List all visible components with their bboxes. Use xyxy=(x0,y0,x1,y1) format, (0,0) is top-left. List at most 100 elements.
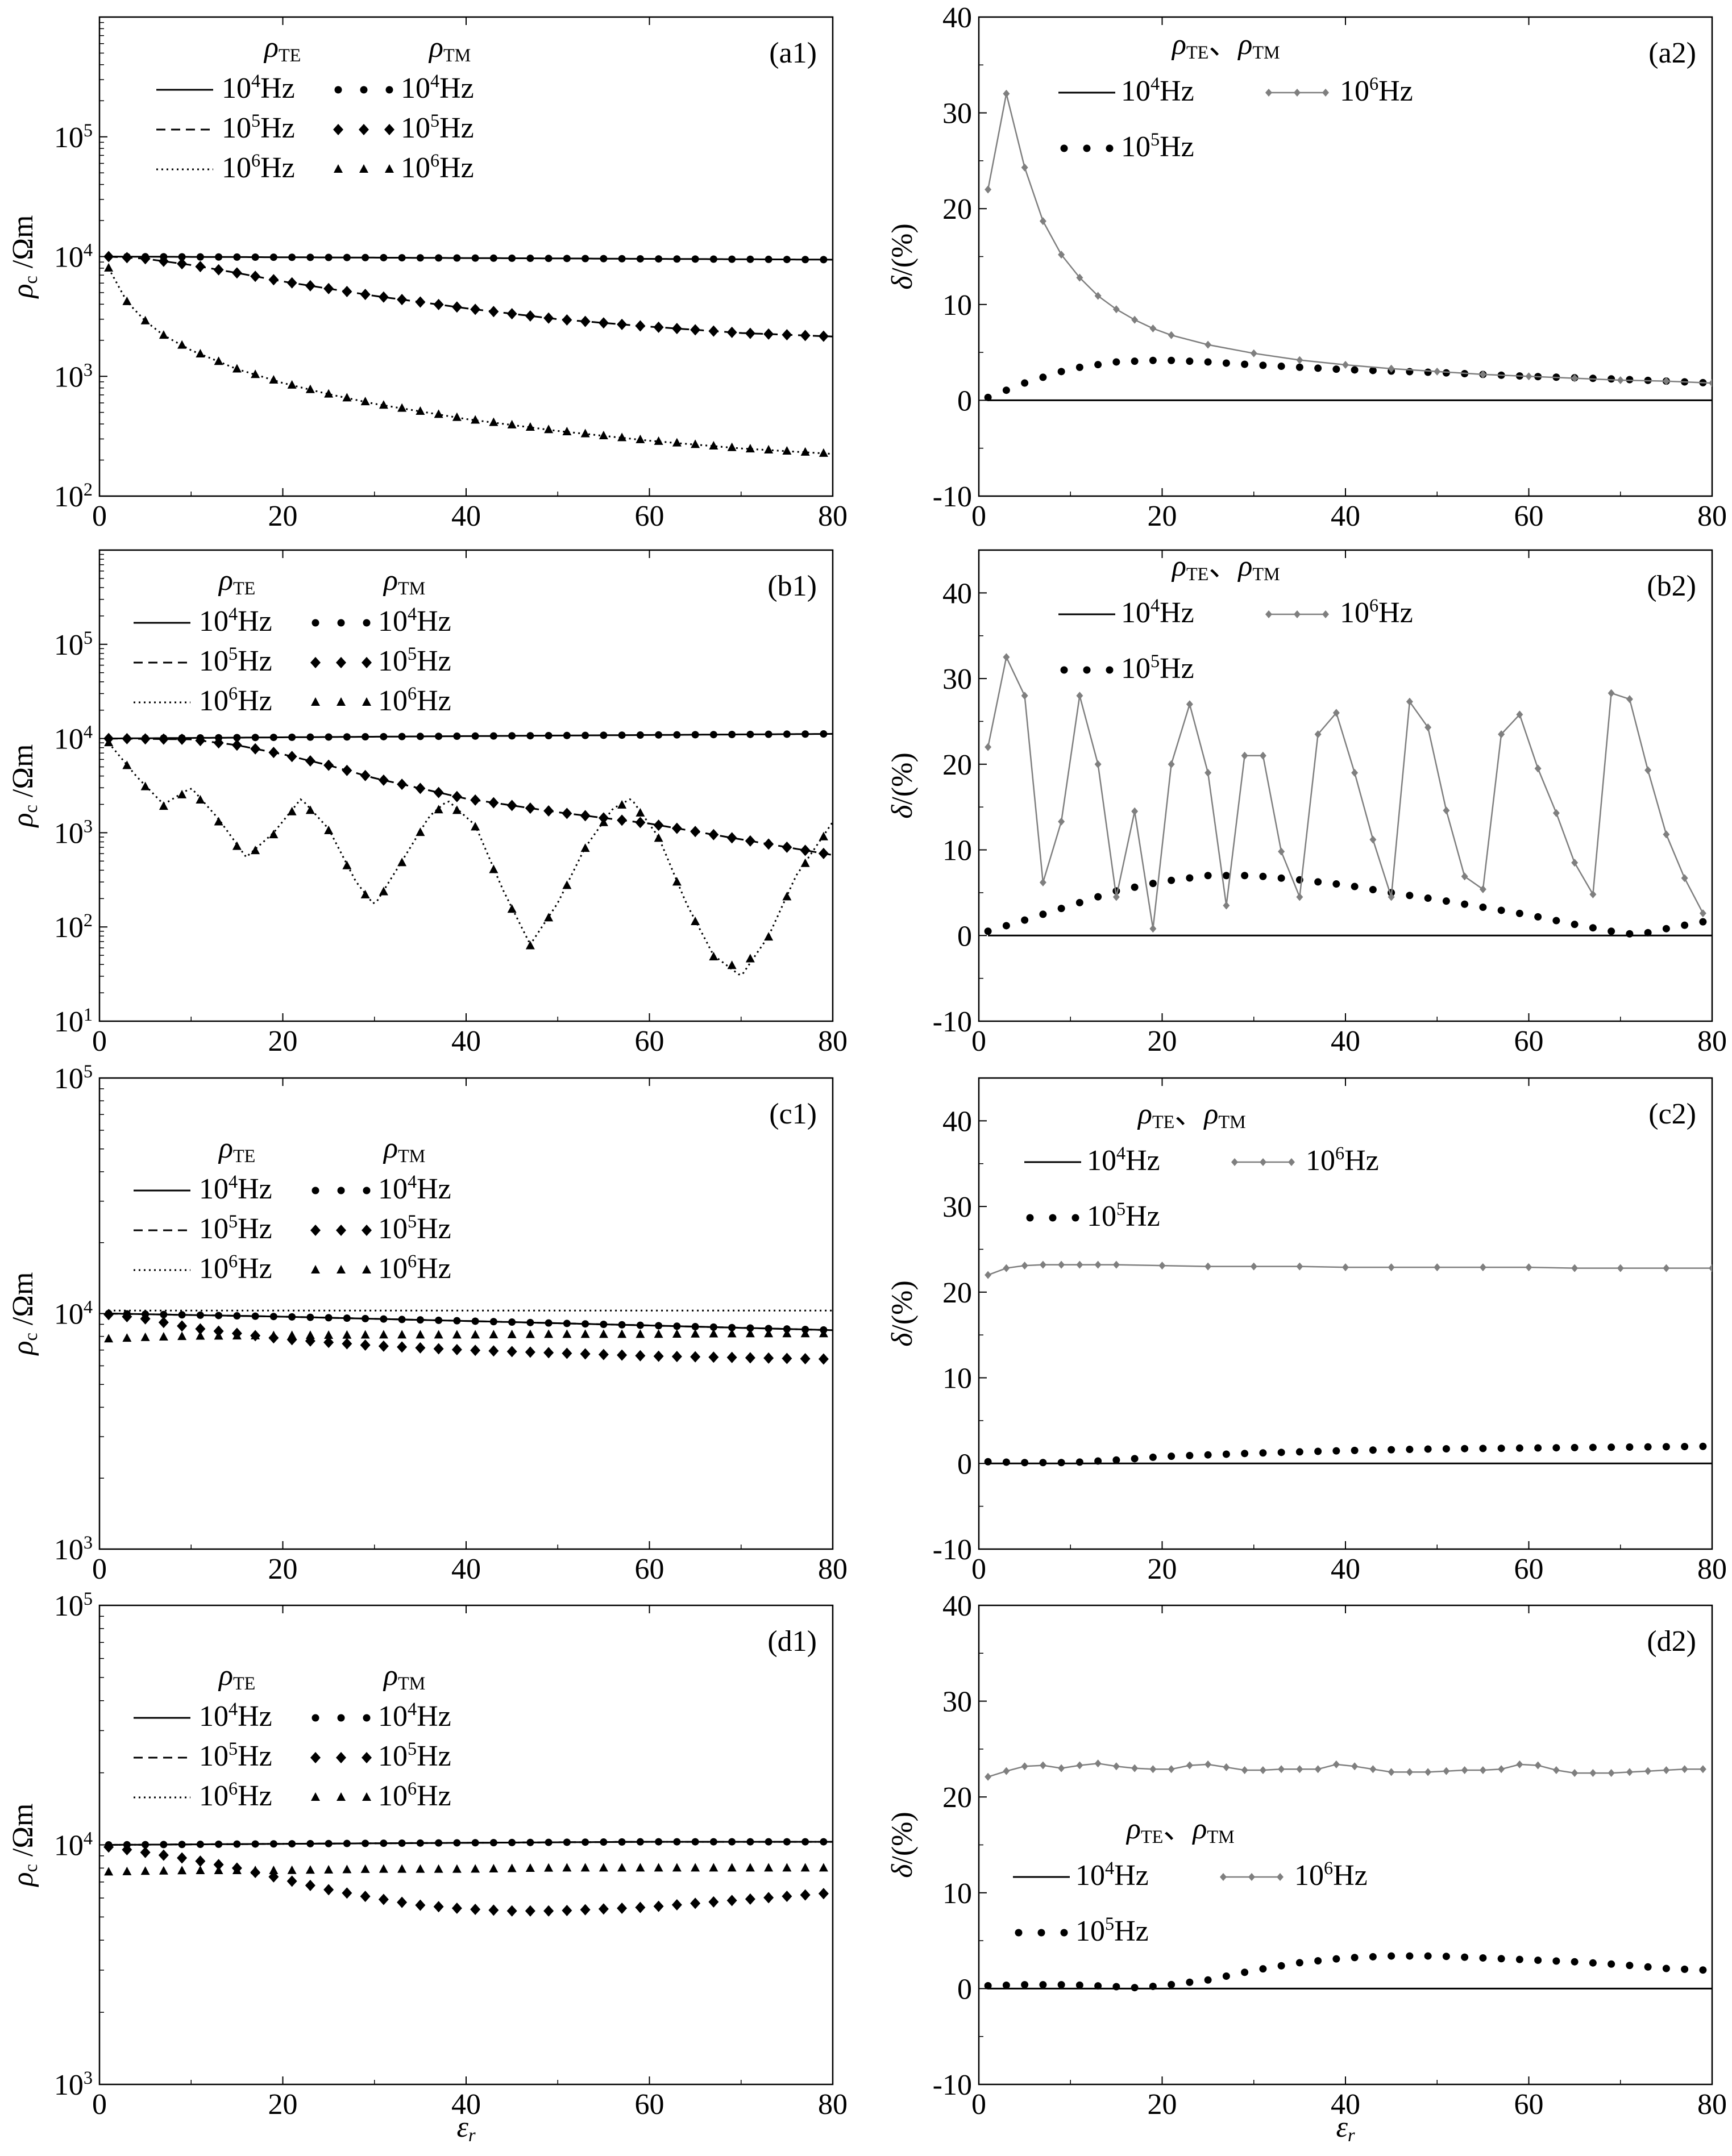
series-6-marker xyxy=(471,1864,480,1873)
series-4-marker xyxy=(709,731,717,739)
series-6-marker xyxy=(177,1331,187,1341)
legend-marker xyxy=(311,1265,320,1273)
series-6-marker xyxy=(691,1863,700,1872)
series-5-marker xyxy=(488,1904,499,1916)
series-group xyxy=(103,1309,833,1365)
series-2-line xyxy=(109,1841,833,1846)
series-3-marker xyxy=(1369,835,1377,844)
series-4-marker xyxy=(746,730,754,738)
legend-head-tm: ρTM xyxy=(428,31,471,65)
legend-marker xyxy=(310,1225,321,1236)
series-4-marker xyxy=(600,1320,608,1328)
y-tick-label: 103 xyxy=(54,2067,93,2101)
legend-marker xyxy=(336,1225,346,1236)
legend-marker xyxy=(1277,1873,1284,1881)
series-6-marker xyxy=(305,805,315,814)
series-5-marker xyxy=(342,1338,352,1350)
series-4-marker xyxy=(306,733,314,741)
series-4-marker xyxy=(325,1314,333,1322)
series-5-marker xyxy=(433,298,444,310)
series-5-marker xyxy=(745,1893,755,1905)
series-2-marker xyxy=(1388,1446,1395,1454)
series-5-marker xyxy=(250,270,261,282)
series-2-marker xyxy=(1222,1450,1230,1458)
series-5-marker xyxy=(763,838,774,850)
series-5-marker xyxy=(397,1896,408,1908)
series-3-marker xyxy=(1241,751,1248,760)
series-6-marker xyxy=(104,1334,114,1343)
series-3-marker xyxy=(1516,1760,1523,1768)
series-6-marker xyxy=(324,1330,334,1339)
series-3-marker xyxy=(1434,1263,1441,1272)
legend-marker xyxy=(363,1714,371,1722)
legend-label: 104Hz xyxy=(378,1171,451,1205)
series-5-marker xyxy=(305,280,315,292)
series-3-marker xyxy=(1039,217,1046,226)
series-6-marker xyxy=(636,1863,645,1872)
legend-label: 104Hz xyxy=(1121,73,1194,107)
series-2-marker xyxy=(1075,1981,1083,1989)
series-3-marker xyxy=(1003,89,1010,98)
series-6-marker xyxy=(745,444,755,453)
series-2-marker xyxy=(984,1458,992,1466)
legend-label: 105Hz xyxy=(1121,129,1194,163)
series-4-marker xyxy=(160,1841,168,1849)
panel-label: (b2) xyxy=(1647,570,1696,602)
series-5-marker xyxy=(782,329,792,341)
series-6-marker xyxy=(232,364,242,373)
series-4-marker xyxy=(471,732,479,740)
series-6-marker xyxy=(544,424,554,434)
legend-label: 104Hz xyxy=(378,603,451,638)
series-5-marker xyxy=(451,790,462,802)
series-4-marker xyxy=(269,734,277,742)
series-6-marker xyxy=(764,445,774,454)
series-5-marker xyxy=(195,1323,206,1335)
legend-marker xyxy=(333,124,343,135)
series-3-marker xyxy=(1003,1264,1010,1272)
series-2-marker xyxy=(1406,1952,1414,1960)
series-4-marker xyxy=(765,1325,772,1333)
series-4-marker xyxy=(362,253,369,261)
y-tick-label: 104 xyxy=(54,239,93,273)
series-5-marker xyxy=(690,826,701,838)
series-3-marker xyxy=(1296,1765,1303,1774)
series-4-marker xyxy=(306,1313,314,1321)
series-4-marker xyxy=(489,1839,497,1847)
legend-marker xyxy=(311,1714,319,1722)
series-4-marker xyxy=(398,1316,406,1323)
series-6-marker xyxy=(562,880,572,889)
legend-marker xyxy=(337,1792,346,1801)
legend-marker xyxy=(1260,1158,1266,1166)
series-6-marker xyxy=(580,1863,590,1872)
legend-head-te: ρTE xyxy=(218,1132,255,1166)
panel-label: (a2) xyxy=(1648,37,1696,69)
series-2-marker xyxy=(1259,1965,1267,1973)
legend-label: 106Hz xyxy=(199,683,272,717)
series-5-marker xyxy=(726,326,737,338)
series-6-marker xyxy=(305,1865,315,1874)
legend-marker xyxy=(1060,666,1068,674)
legend-marker xyxy=(1294,89,1301,97)
series-3-marker xyxy=(1039,878,1046,886)
series-6-marker xyxy=(287,380,297,389)
series-3-marker xyxy=(1498,1765,1505,1774)
series-6-marker xyxy=(709,1329,718,1338)
series-5-marker xyxy=(580,1904,591,1916)
series-5-marker xyxy=(323,282,334,294)
series-5-marker xyxy=(708,829,719,840)
legend-head-te: ρTE xyxy=(218,1659,255,1693)
series-5-marker xyxy=(763,1352,774,1364)
series-2-marker xyxy=(1204,358,1212,366)
legend-label: 104Hz xyxy=(199,603,272,638)
series-3-marker xyxy=(1443,806,1450,815)
series-5-marker xyxy=(140,733,151,745)
series-4-marker xyxy=(783,730,791,738)
series-5-marker xyxy=(708,1351,719,1363)
series-2-marker xyxy=(1057,1459,1065,1467)
series-5-marker xyxy=(543,1905,554,1917)
series-5-marker xyxy=(470,1345,481,1356)
series-3-marker xyxy=(1479,1263,1486,1272)
legend-marker xyxy=(1265,89,1272,97)
series-2-marker xyxy=(1094,893,1102,901)
series-6-marker xyxy=(507,904,517,913)
